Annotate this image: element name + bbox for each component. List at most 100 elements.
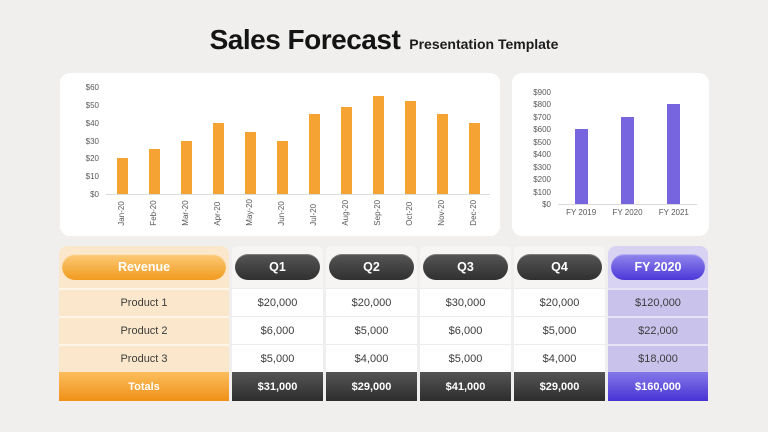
monthly-sales-chart-card: $60 $50 $40 $30 $20 $10 $0 Jan-20 Feb-20 Mar-20 A… bbox=[60, 73, 500, 236]
yearly-chart-plot: FY 2019 FY 2020 FY 2021 bbox=[558, 93, 697, 236]
table-cell: $5,000 bbox=[326, 316, 417, 344]
page-title: Sales Forecast bbox=[209, 24, 401, 55]
x-tick-label: FY 2020 bbox=[612, 208, 643, 217]
y-tick-label: $10 bbox=[85, 172, 99, 182]
table-cell-product-3: Product 3 bbox=[59, 344, 229, 372]
table-cell-product-1: Product 1 bbox=[59, 288, 229, 316]
bar-slot bbox=[266, 140, 298, 194]
x-tick-label: Apr-20 bbox=[212, 201, 222, 226]
y-tick-label: $20 bbox=[85, 154, 99, 164]
x-label-slot: Jan-20 bbox=[106, 195, 138, 226]
table-cell: $5,000 bbox=[420, 344, 511, 372]
q2-header-pill: Q2 bbox=[329, 254, 414, 280]
y-tick-label: $0 bbox=[542, 200, 551, 209]
x-tick-label: Sep-20 bbox=[372, 199, 382, 226]
q2-header-cell: Q2 bbox=[326, 246, 417, 288]
x-label-slot: Nov-20 bbox=[426, 195, 458, 226]
x-label-slot: Jun-20 bbox=[266, 195, 298, 226]
table-cell: $22,000 bbox=[608, 316, 708, 344]
table-cell-totals-label: Totals bbox=[59, 372, 229, 401]
x-label-slot: Feb-20 bbox=[138, 195, 170, 226]
x-tick-label: Feb-20 bbox=[148, 200, 158, 226]
x-label-slot: FY 2020 bbox=[604, 205, 650, 218]
table-cell: $5,000 bbox=[232, 344, 323, 372]
bar-slot bbox=[362, 95, 394, 194]
table-cell: $30,000 bbox=[420, 288, 511, 316]
x-label-slot: Mar-20 bbox=[170, 195, 202, 225]
page-subtitle: Presentation Template bbox=[409, 36, 559, 52]
x-tick-label: Nov-20 bbox=[436, 199, 446, 226]
monthly-sales-bar-chart: $60 $50 $40 $30 $20 $10 $0 Jan-20 Feb-20 Mar-20 A… bbox=[60, 73, 500, 236]
bar bbox=[148, 149, 160, 194]
monthly-chart-plot: Jan-20 Feb-20 Mar-20 Apr-20 May-20 Jun-20 Jul-… bbox=[106, 88, 490, 236]
table-cell-total: $29,000 bbox=[514, 372, 605, 401]
bar bbox=[340, 106, 352, 194]
bar-slot bbox=[138, 149, 170, 194]
table-cell: $20,000 bbox=[514, 288, 605, 316]
x-label-slot: Jul-20 bbox=[298, 195, 330, 226]
bar-slot bbox=[298, 113, 330, 194]
y-tick-label: $200 bbox=[533, 175, 551, 185]
table-cell: $4,000 bbox=[514, 344, 605, 372]
table-cell-total: $41,000 bbox=[420, 372, 511, 401]
yearly-sales-chart-card: $900 $800 $700 $600 $500 $400 $300 $200 $100 $0 F… bbox=[512, 73, 709, 236]
table-cell: $5,000 bbox=[514, 316, 605, 344]
bar bbox=[436, 113, 448, 194]
table-column-revenue: Revenue Product 1 Product 2 Product 3 To… bbox=[59, 246, 229, 401]
y-tick-label: $900 bbox=[533, 88, 551, 97]
x-label-slot: FY 2021 bbox=[651, 205, 697, 218]
q4-header-pill: Q4 bbox=[517, 254, 602, 280]
bar-slot bbox=[202, 122, 234, 194]
monthly-chart-x-labels: Jan-20 Feb-20 Mar-20 Apr-20 May-20 Jun-20 Jul-… bbox=[106, 195, 490, 226]
bar-slot bbox=[604, 116, 650, 204]
x-tick-label: Dec-20 bbox=[468, 199, 478, 226]
y-tick-label: $60 bbox=[85, 83, 99, 92]
table-cell-product-2: Product 2 bbox=[59, 316, 229, 344]
x-label-slot: May-20 bbox=[234, 195, 266, 226]
y-tick-label: $800 bbox=[533, 100, 551, 110]
table-column-q3: Q3 $30,000 $6,000 $5,000 $41,000 bbox=[420, 246, 511, 401]
bar-slot bbox=[234, 131, 266, 194]
yearly-chart-x-labels: FY 2019 FY 2020 FY 2021 bbox=[558, 205, 697, 218]
x-label-slot: Apr-20 bbox=[202, 195, 234, 226]
x-tick-label: May-20 bbox=[244, 199, 254, 226]
x-label-slot: Dec-20 bbox=[458, 195, 490, 226]
y-tick-label: $100 bbox=[533, 187, 551, 197]
table-column-fy2020: FY 2020 $120,000 $22,000 $18,000 $160,00… bbox=[608, 246, 708, 401]
x-label-slot: Oct-20 bbox=[394, 195, 426, 226]
bar bbox=[308, 113, 320, 194]
revenue-header-pill: Revenue bbox=[62, 254, 226, 280]
table-cell: $120,000 bbox=[608, 288, 708, 316]
q4-header-cell: Q4 bbox=[514, 246, 605, 288]
x-tick-label: Jul-20 bbox=[308, 203, 318, 226]
table-column-q2: Q2 $20,000 $5,000 $4,000 $29,000 bbox=[326, 246, 417, 401]
y-tick-label: $400 bbox=[533, 150, 551, 160]
x-label-slot: Aug-20 bbox=[330, 195, 362, 226]
y-tick-label: $700 bbox=[533, 112, 551, 122]
table-cell-total: $31,000 bbox=[232, 372, 323, 401]
bar bbox=[276, 140, 288, 194]
bar bbox=[116, 158, 128, 194]
x-tick-label: FY 2019 bbox=[566, 208, 597, 217]
bar bbox=[468, 122, 480, 194]
slide-title-bar: Sales Forecast Presentation Template bbox=[0, 24, 768, 56]
x-tick-label: Jan-20 bbox=[116, 201, 126, 226]
q1-header-pill: Q1 bbox=[235, 254, 320, 280]
table-cell: $20,000 bbox=[326, 288, 417, 316]
y-tick-label: $300 bbox=[533, 162, 551, 172]
bar bbox=[180, 140, 192, 194]
y-tick-label: $30 bbox=[85, 136, 99, 146]
q1-header-cell: Q1 bbox=[232, 246, 323, 288]
x-tick-label: Jun-20 bbox=[276, 201, 286, 226]
y-tick-label: $500 bbox=[533, 137, 551, 147]
bar-slot bbox=[651, 104, 697, 204]
bar-slot bbox=[394, 101, 426, 194]
table-column-q4: Q4 $20,000 $5,000 $4,000 $29,000 bbox=[514, 246, 605, 401]
bar bbox=[667, 104, 681, 204]
table-cell: $18,000 bbox=[608, 344, 708, 372]
table-cell: $4,000 bbox=[326, 344, 417, 372]
x-tick-label: Aug-20 bbox=[340, 199, 350, 226]
bar bbox=[244, 131, 256, 194]
table-cell-total: $29,000 bbox=[326, 372, 417, 401]
fy2020-header-pill: FY 2020 bbox=[611, 254, 705, 280]
